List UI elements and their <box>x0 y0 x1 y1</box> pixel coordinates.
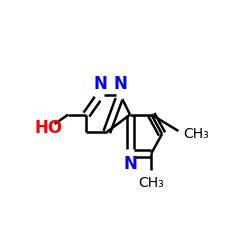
Text: CH₃: CH₃ <box>138 176 164 190</box>
Text: HO: HO <box>34 119 63 137</box>
Text: N: N <box>114 75 127 93</box>
Text: N: N <box>93 75 107 93</box>
Text: CH₃: CH₃ <box>183 127 209 141</box>
Text: N: N <box>123 155 137 173</box>
